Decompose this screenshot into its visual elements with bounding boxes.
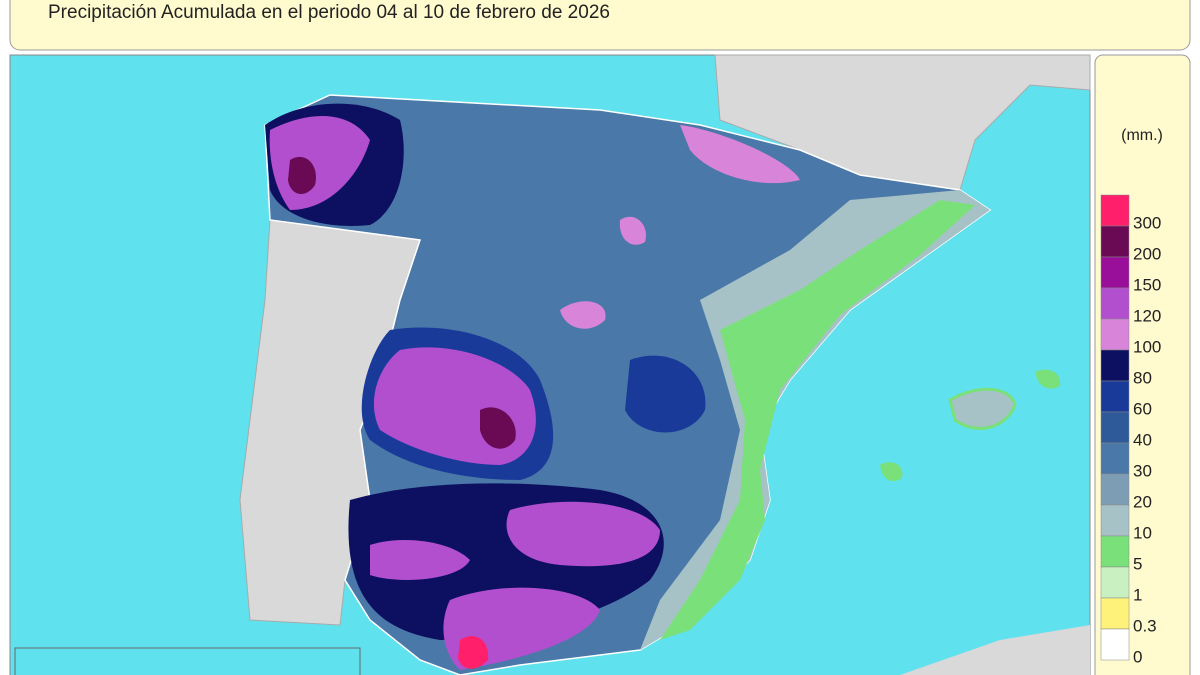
ibiza bbox=[880, 462, 903, 482]
legend-label: 150 bbox=[1133, 275, 1161, 294]
center-peak bbox=[619, 216, 646, 245]
legend-swatch bbox=[1100, 473, 1130, 506]
title: Precipitación Acumulada en el periodo 04… bbox=[48, 2, 610, 23]
legend-swatch bbox=[1100, 225, 1130, 258]
legend-label: 1 bbox=[1133, 585, 1142, 604]
legend: 300 200 150 120 100 80 60 40 30 20 10 5 1 0.3 0 bbox=[1100, 194, 1161, 666]
legend-label: 300 bbox=[1133, 213, 1161, 232]
legend-swatch bbox=[1100, 566, 1130, 599]
legend-swatch bbox=[1100, 349, 1130, 382]
legend-label: 5 bbox=[1133, 554, 1142, 573]
malaga-max bbox=[458, 636, 489, 669]
legend-label: 0 bbox=[1133, 647, 1142, 666]
legend-label: 80 bbox=[1133, 368, 1152, 387]
legend-unit: (mm.) bbox=[1121, 127, 1163, 144]
legend-label: 120 bbox=[1133, 306, 1161, 325]
legend-label: 100 bbox=[1133, 337, 1161, 356]
huelva-peak bbox=[370, 540, 470, 580]
legend-swatch bbox=[1100, 535, 1130, 568]
legend-swatch bbox=[1100, 194, 1130, 227]
legend-label: 0.3 bbox=[1133, 616, 1157, 635]
legend-swatch bbox=[1100, 597, 1130, 630]
legend-label: 10 bbox=[1133, 523, 1152, 542]
legend-swatch bbox=[1100, 411, 1130, 444]
menorca bbox=[1035, 369, 1061, 389]
legend-swatch bbox=[1100, 380, 1130, 413]
center-peak-2 bbox=[560, 301, 606, 329]
legend-swatch bbox=[1100, 628, 1130, 661]
mancha-wet bbox=[625, 355, 706, 433]
legend-label: 20 bbox=[1133, 492, 1152, 511]
legend-swatch bbox=[1100, 287, 1130, 320]
title-box bbox=[9, 0, 1191, 51]
legend-label: 60 bbox=[1133, 399, 1152, 418]
north-peak bbox=[680, 125, 800, 184]
legend-label: 200 bbox=[1133, 244, 1161, 263]
legend-swatch bbox=[1100, 256, 1130, 289]
africa bbox=[900, 625, 1090, 675]
mallorca bbox=[948, 387, 1017, 430]
galicia-max bbox=[288, 156, 316, 195]
andalucia-peak bbox=[506, 501, 660, 567]
legend-swatch bbox=[1100, 504, 1130, 537]
legend-label: 40 bbox=[1133, 430, 1152, 449]
canary-inset bbox=[14, 647, 361, 675]
map bbox=[9, 54, 1091, 675]
legend-label: 30 bbox=[1133, 461, 1152, 480]
france bbox=[714, 54, 1091, 191]
legend-swatch bbox=[1100, 442, 1130, 475]
east-coast-green bbox=[660, 200, 975, 640]
legend-swatch bbox=[1100, 318, 1130, 351]
extremadura-max bbox=[480, 407, 516, 449]
